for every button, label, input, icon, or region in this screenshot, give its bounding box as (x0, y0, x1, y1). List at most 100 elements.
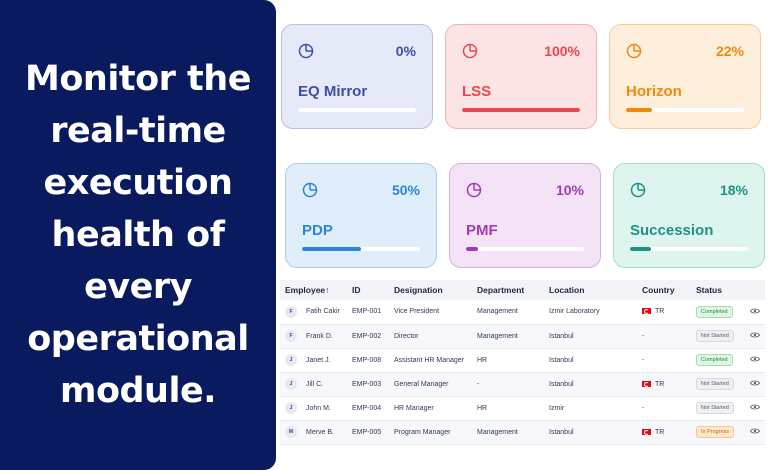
table-row[interactable]: M Merve B. EMP-005 Program Manager Managemen… (280, 420, 765, 444)
module-card-eq-mirror[interactable]: 0% EQ Mirror (281, 24, 433, 129)
employee-status: In Progress (691, 420, 745, 444)
module-percent: 18% (719, 182, 748, 198)
country-code: TR (655, 308, 665, 316)
table-row[interactable]: J Janet J. EMP-008 Assistant HR Manager HR Is… (280, 348, 765, 372)
employee-country: TR (637, 300, 691, 324)
eye-icon[interactable] (750, 403, 760, 411)
pie-chart-icon (466, 182, 482, 198)
employee-id: EMP-001 (352, 308, 382, 316)
module-name: Horizon (626, 83, 682, 100)
employee-department: Management (477, 308, 518, 316)
employee-name: Janet J. (306, 356, 331, 364)
employee-table: Employee↑ ID Designation Department Loca… (280, 280, 765, 445)
table-row[interactable]: F Fatih Cakir EMP-001 Vice President Managem… (280, 300, 765, 324)
column-id[interactable]: ID (352, 285, 361, 295)
employee-country: - (637, 324, 691, 348)
module-card-lss[interactable]: 100% LSS (445, 24, 597, 129)
module-progress-fill (630, 247, 652, 251)
avatar: M (285, 426, 297, 438)
status-badge: Not Started (696, 378, 734, 390)
table-row[interactable]: J John M. EMP-004 HR Manager HR Izmir - Not Sta… (280, 396, 765, 420)
module-percent: 10% (555, 182, 584, 198)
module-progress-fill (626, 108, 652, 112)
status-badge: Not Started (696, 402, 734, 414)
status-badge: Completed (696, 305, 733, 318)
module-progress-bar (466, 247, 584, 251)
employee-id: EMP-008 (352, 356, 382, 364)
module-name: LSS (462, 83, 492, 100)
column-department[interactable]: Department (477, 285, 525, 295)
eye-icon[interactable] (750, 355, 760, 363)
employee-name: John M. (306, 404, 331, 412)
country-code: - (642, 356, 645, 364)
module-name: PDP (302, 222, 333, 239)
employee-country: TR (637, 420, 691, 444)
employee-status: Not Started (691, 396, 745, 420)
module-card-pdp[interactable]: 50% PDP (285, 163, 437, 268)
module-percent: 0% (395, 43, 416, 59)
module-name: Succession (630, 222, 714, 239)
employee-designation: General Manager (394, 380, 449, 388)
column-actions (745, 280, 765, 300)
country-code: - (642, 404, 645, 412)
module-card-horizon[interactable]: 22% Horizon (609, 24, 761, 129)
employee-designation: Program Manager (394, 428, 451, 436)
employee-status: Not Started (691, 324, 745, 348)
column-country[interactable]: Country (642, 285, 675, 295)
module-progress-bar (626, 108, 744, 112)
avatar: F (285, 330, 297, 342)
status-badge: Not Started (696, 330, 734, 342)
employee-location: Istanbul (549, 332, 574, 340)
employee-id: EMP-005 (352, 428, 382, 436)
country-code: TR (655, 380, 665, 388)
employee-designation: Vice President (394, 308, 440, 316)
module-progress-bar (630, 247, 748, 251)
employee-name: Merve B. (306, 428, 335, 436)
column-employee[interactable]: Employee↑ (285, 285, 330, 295)
employee-id: EMP-004 (352, 404, 382, 412)
employee-name: Frank D. (306, 332, 333, 340)
table-row[interactable]: J Jill C. EMP-003 General Manager - Istanbul T… (280, 372, 765, 396)
turkey-flag-icon (642, 308, 651, 315)
eye-icon[interactable] (750, 331, 760, 339)
country-code: - (642, 332, 645, 340)
module-progress-bar (462, 108, 580, 112)
module-card-pmf[interactable]: 10% PMF (449, 163, 601, 268)
employee-department: Management (477, 428, 518, 436)
eye-icon[interactable] (750, 307, 760, 315)
eye-icon[interactable] (750, 379, 760, 387)
employee-location: Izmir (549, 404, 565, 412)
employee-name: Jill C. (306, 380, 324, 388)
hero-panel: Monitor the real-time execution health o… (0, 0, 276, 470)
avatar: J (285, 378, 297, 390)
employee-country: TR (637, 372, 691, 396)
employee-location: Istanbul (549, 356, 574, 364)
module-percent: 50% (391, 182, 420, 198)
employee-status: Completed (691, 348, 745, 372)
table-header-row: Employee↑ ID Designation Department Loca… (280, 280, 765, 300)
employee-department: HR (477, 404, 488, 412)
avatar: J (285, 402, 297, 414)
employee-id: EMP-002 (352, 332, 382, 340)
column-designation[interactable]: Designation (394, 285, 443, 295)
module-progress-fill (302, 247, 361, 251)
employee-status: Completed (691, 300, 745, 324)
employee-country: - (637, 396, 691, 420)
pie-chart-icon (298, 43, 314, 59)
module-percent: 22% (715, 43, 744, 59)
turkey-flag-icon (642, 428, 651, 435)
column-status[interactable]: Status (696, 285, 722, 295)
employee-department: Management (477, 332, 518, 340)
employee-department: HR (477, 356, 488, 364)
employee-location: Izmir Laboratory (549, 308, 600, 316)
column-location[interactable]: Location (549, 285, 585, 295)
employee-location: Istanbul (549, 428, 574, 436)
table-row[interactable]: F Frank D. EMP-002 Director Management Istanb… (280, 324, 765, 348)
pie-chart-icon (630, 182, 646, 198)
module-card-succession[interactable]: 18% Succession (613, 163, 765, 268)
status-badge: In Progress (696, 426, 735, 438)
employee-designation: HR Manager (394, 404, 434, 412)
sort-ascending-icon[interactable]: ↑ (325, 285, 330, 295)
eye-icon[interactable] (750, 427, 760, 435)
pie-chart-icon (626, 43, 642, 59)
